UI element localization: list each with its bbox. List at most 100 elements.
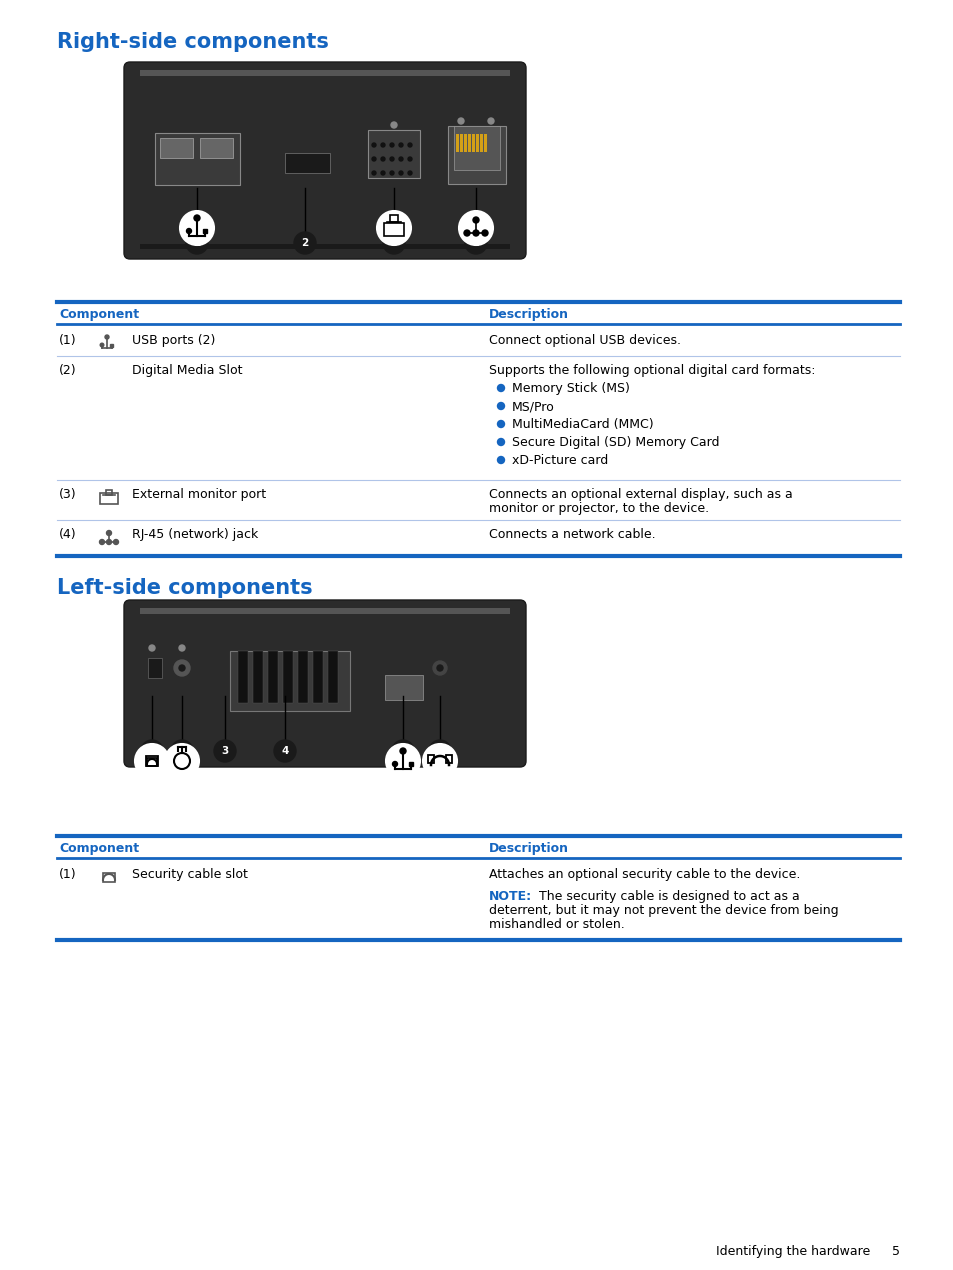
Circle shape — [408, 144, 412, 147]
Circle shape — [488, 118, 494, 124]
Text: deterrent, but it may not prevent the device from being: deterrent, but it may not prevent the de… — [489, 904, 838, 917]
Circle shape — [180, 211, 213, 245]
Circle shape — [392, 762, 397, 767]
Bar — [148, 658, 162, 678]
Circle shape — [171, 740, 193, 762]
Text: The security cable is designed to act as a: The security cable is designed to act as… — [526, 890, 799, 903]
Circle shape — [408, 171, 412, 175]
Circle shape — [390, 171, 394, 175]
Circle shape — [107, 531, 112, 536]
Text: Left-side components: Left-side components — [57, 578, 313, 598]
Text: Identifying the hardware: Identifying the hardware — [715, 1245, 869, 1259]
Circle shape — [294, 232, 315, 254]
Bar — [459, 135, 462, 152]
Text: xD-Picture card: xD-Picture card — [512, 453, 608, 467]
Circle shape — [497, 403, 504, 409]
Circle shape — [113, 540, 118, 545]
FancyBboxPatch shape — [124, 599, 525, 767]
Circle shape — [107, 540, 112, 545]
Circle shape — [100, 343, 104, 347]
Circle shape — [372, 171, 375, 175]
Text: 1: 1 — [193, 237, 200, 248]
Text: (2): (2) — [59, 364, 76, 377]
Text: MS/Pro: MS/Pro — [512, 400, 554, 413]
Circle shape — [390, 157, 394, 161]
Text: monitor or projector, to the device.: monitor or projector, to the device. — [489, 502, 708, 516]
Circle shape — [179, 645, 185, 652]
Bar — [472, 135, 475, 152]
Bar — [103, 872, 115, 881]
Circle shape — [179, 665, 185, 671]
Circle shape — [186, 232, 208, 254]
Text: NOTE:: NOTE: — [489, 890, 532, 903]
Bar — [140, 244, 510, 249]
Text: 4: 4 — [281, 745, 289, 756]
Bar — [146, 756, 158, 766]
Circle shape — [173, 660, 190, 676]
Text: Description: Description — [489, 309, 568, 321]
Bar — [468, 135, 471, 152]
Circle shape — [274, 740, 295, 762]
Bar — [160, 138, 193, 157]
Circle shape — [422, 744, 456, 779]
Bar — [428, 754, 434, 763]
Bar — [385, 674, 422, 700]
Circle shape — [372, 144, 375, 147]
Text: 1: 1 — [149, 745, 155, 756]
Text: Digital Media Slot: Digital Media Slot — [132, 364, 242, 377]
Circle shape — [186, 229, 192, 234]
Text: 4: 4 — [472, 237, 479, 248]
Text: USB ports (2): USB ports (2) — [132, 334, 215, 347]
Circle shape — [429, 740, 451, 762]
Bar — [230, 652, 350, 711]
Circle shape — [433, 660, 447, 674]
Circle shape — [105, 335, 109, 339]
FancyBboxPatch shape — [124, 62, 525, 259]
Text: Right-side components: Right-side components — [57, 32, 329, 52]
Bar — [268, 652, 277, 704]
Circle shape — [135, 744, 169, 779]
Circle shape — [372, 157, 375, 161]
Bar — [285, 152, 330, 173]
Circle shape — [457, 118, 463, 124]
Text: RJ-45 (network) jack: RJ-45 (network) jack — [132, 528, 258, 541]
Circle shape — [213, 740, 235, 762]
Circle shape — [497, 456, 504, 464]
Bar — [106, 490, 112, 495]
Bar — [448, 126, 505, 184]
Text: MultiMediaCard (MMC): MultiMediaCard (MMC) — [512, 418, 653, 431]
Text: External monitor port: External monitor port — [132, 488, 266, 500]
Circle shape — [436, 665, 442, 671]
Text: mishandled or stolen.: mishandled or stolen. — [489, 918, 624, 931]
Circle shape — [473, 230, 478, 236]
Circle shape — [390, 144, 394, 147]
Circle shape — [141, 740, 163, 762]
Text: (3): (3) — [59, 488, 76, 500]
Bar — [253, 652, 263, 704]
Circle shape — [497, 385, 504, 391]
Circle shape — [473, 217, 478, 224]
Text: 2: 2 — [178, 745, 186, 756]
Bar — [368, 130, 419, 178]
Text: 5: 5 — [891, 1245, 899, 1259]
Circle shape — [386, 744, 419, 779]
Text: (1): (1) — [59, 867, 76, 881]
Text: Connects a network cable.: Connects a network cable. — [489, 528, 655, 541]
Circle shape — [380, 157, 385, 161]
Bar — [140, 608, 510, 613]
Bar — [409, 762, 413, 766]
Circle shape — [463, 230, 470, 236]
Bar — [456, 135, 458, 152]
Circle shape — [380, 144, 385, 147]
Text: Attaches an optional security cable to the device.: Attaches an optional security cable to t… — [489, 867, 800, 881]
Bar — [203, 229, 207, 232]
Bar — [390, 215, 397, 222]
Text: 2: 2 — [301, 237, 309, 248]
Circle shape — [392, 740, 414, 762]
Circle shape — [193, 215, 200, 221]
Bar — [476, 135, 478, 152]
Text: (1): (1) — [59, 334, 76, 347]
Bar — [283, 652, 293, 704]
Text: Component: Component — [59, 309, 139, 321]
Bar — [479, 135, 482, 152]
